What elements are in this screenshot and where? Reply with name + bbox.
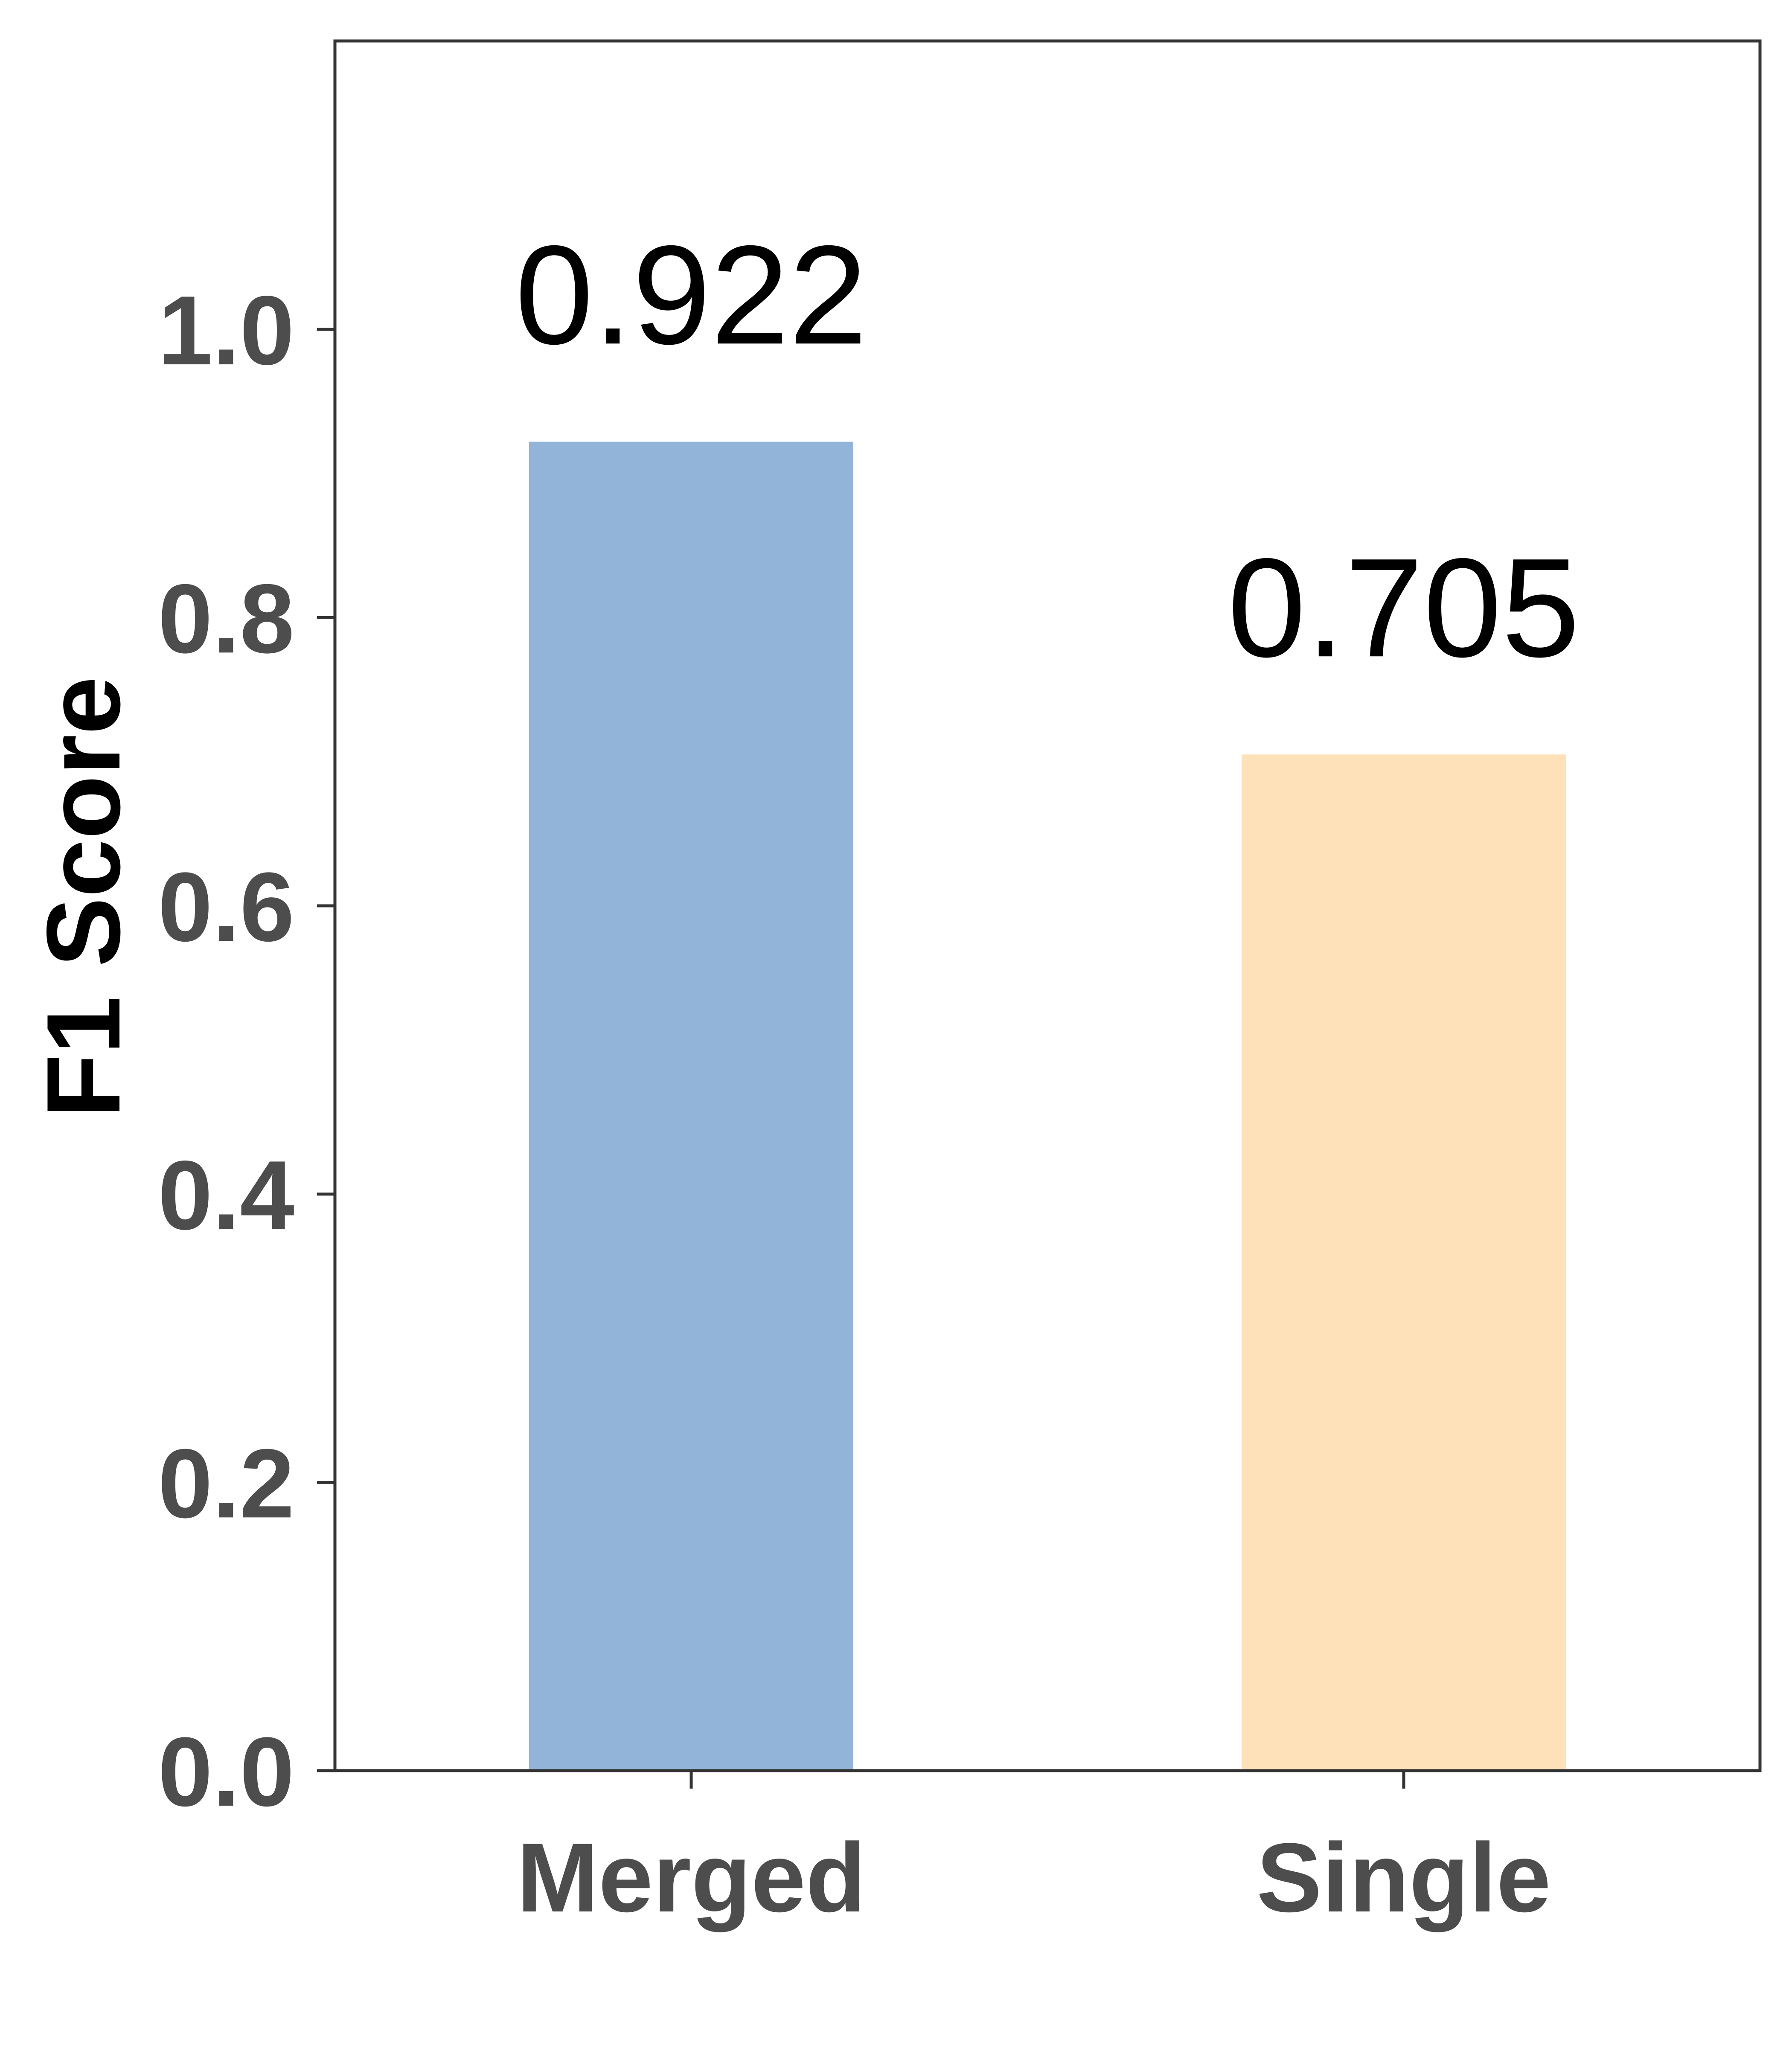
bar-merged <box>529 442 853 1771</box>
y-tick-label: 0.4 <box>158 1140 294 1250</box>
y-tick-label: 0.6 <box>158 852 294 962</box>
y-tick-label: 1.0 <box>158 276 294 385</box>
data-label-single: 0.705 <box>1228 529 1580 686</box>
y-axis-title: F1 Score <box>25 677 142 1118</box>
bars-group <box>529 442 1566 1771</box>
x-tick-label-merged: Merged <box>517 1823 866 1932</box>
bar-single <box>1242 754 1566 1771</box>
y-tick-label: 0.0 <box>158 1717 294 1827</box>
y-tick-label: 0.8 <box>158 564 294 673</box>
y-tick-label: 0.2 <box>158 1428 294 1538</box>
y-axis: 0.0 0.2 0.4 0.6 0.8 1.0 <box>158 276 335 1827</box>
data-label-merged: 0.922 <box>515 216 867 373</box>
data-labels-group: 0.922 0.705 <box>515 216 1580 686</box>
x-tick-label-single: Single <box>1257 1823 1551 1932</box>
x-axis: Merged Single <box>517 1771 1551 1932</box>
